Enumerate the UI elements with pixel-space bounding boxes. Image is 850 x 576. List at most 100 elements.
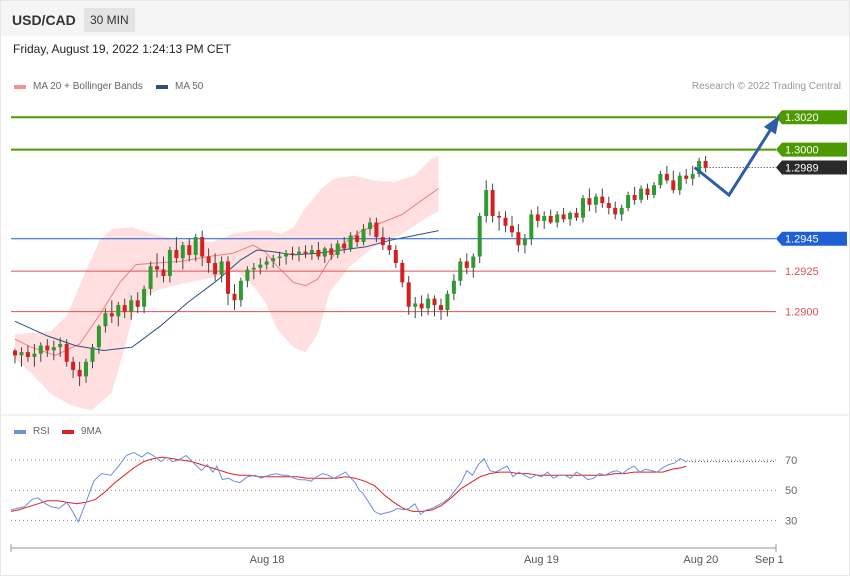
candle-body	[90, 347, 95, 362]
level-label-1.3020: 1.3020	[785, 112, 819, 124]
candle-body	[316, 250, 321, 257]
candle-body	[58, 344, 63, 348]
candle-body	[587, 198, 592, 205]
candle	[322, 246, 327, 263]
chart-header: USD/CAD 30 MIN	[1, 1, 849, 36]
credit-text: Research © 2022 Trading Central	[691, 81, 841, 92]
candle-body	[251, 267, 256, 270]
candle	[277, 251, 282, 267]
candle-body	[503, 217, 508, 226]
candle	[71, 356, 76, 378]
candle	[58, 337, 63, 357]
candle	[167, 246, 172, 283]
candle-body	[471, 256, 476, 268]
candle-body	[342, 243, 347, 249]
candle	[445, 290, 450, 317]
candle-body	[664, 173, 669, 181]
candle-body	[555, 214, 560, 223]
candle-body	[548, 216, 553, 223]
candle-body	[142, 288, 147, 307]
candle-body	[38, 345, 43, 354]
candle-body	[135, 300, 140, 307]
candle-body	[155, 266, 159, 270]
candle	[535, 206, 540, 228]
candle	[226, 256, 230, 306]
candle	[426, 293, 431, 315]
timestamp: Friday, August 19, 2022 1:24:13 PM CET	[13, 42, 231, 56]
candle-body	[658, 173, 663, 186]
candle	[271, 254, 276, 268]
candle-body	[329, 248, 334, 255]
candle	[109, 300, 114, 323]
candle-body	[219, 261, 224, 275]
candle	[568, 211, 573, 226]
candle	[355, 230, 360, 247]
candle-body	[432, 298, 437, 306]
candle-body	[690, 173, 695, 179]
x-axis: Aug 18 Aug 19 Aug 20 Sep 1	[10, 544, 784, 566]
candle	[84, 358, 88, 383]
candle	[38, 342, 43, 362]
candle-body	[180, 245, 185, 259]
candle	[96, 324, 101, 354]
candle-body	[490, 190, 495, 216]
candle-body	[161, 269, 166, 276]
candle	[458, 258, 463, 286]
legend-swatch-rsi-ma	[62, 429, 74, 434]
candle-body	[290, 253, 295, 255]
candle-body	[380, 237, 385, 246]
legend-label-rsi-ma: 9MA	[81, 426, 102, 437]
candle	[664, 165, 669, 184]
candle-body	[645, 188, 650, 195]
candle	[451, 274, 456, 301]
candle-body	[193, 237, 198, 255]
candle-body	[103, 313, 108, 327]
candle	[387, 237, 392, 255]
candle	[652, 182, 656, 199]
candle	[135, 292, 140, 314]
x-tick-aug-20: Aug 20	[683, 554, 718, 566]
candle	[142, 285, 147, 314]
candle	[180, 242, 185, 270]
candle	[303, 245, 308, 259]
candle-body	[522, 238, 527, 246]
candle-body	[264, 261, 269, 265]
candle-body	[626, 195, 631, 208]
candle	[316, 242, 321, 260]
instrument-title: USD/CAD	[12, 12, 76, 28]
candle	[19, 347, 24, 367]
candle	[25, 345, 30, 362]
candle	[116, 301, 121, 327]
candle	[503, 211, 508, 233]
candle-body	[516, 232, 521, 246]
candle	[703, 156, 708, 173]
candle	[258, 258, 263, 275]
candle	[193, 233, 198, 262]
candle	[600, 188, 605, 208]
candle-body	[348, 235, 353, 249]
candle-body	[568, 212, 573, 220]
candle	[677, 172, 682, 195]
legend-label-ma20: MA 20 + Bollinger Bands	[33, 81, 143, 92]
candle-body	[213, 263, 218, 275]
rsi-ma-line	[10, 456, 687, 512]
candle-body	[238, 280, 243, 301]
price-levels: 1.3020 1.3000 1.2945 1.2925 1.2900 1.2989	[11, 110, 847, 319]
candle-body	[393, 250, 398, 263]
timeframe-badge[interactable]: 30 MIN	[84, 8, 135, 32]
candle-body	[445, 293, 450, 310]
candle-body	[387, 245, 392, 251]
bollinger-band-fill	[15, 156, 439, 411]
last-price-tag	[776, 160, 847, 175]
forecast-arrow	[693, 115, 780, 198]
candle-body	[84, 361, 88, 377]
legend-swatch-ma20	[14, 84, 26, 89]
candle	[581, 195, 585, 223]
last-price-label: 1.2989	[785, 163, 819, 175]
candle-body	[71, 361, 76, 370]
rsi-tick-30: 30	[785, 515, 797, 527]
candles	[13, 156, 708, 387]
candle-body	[232, 293, 237, 301]
candle	[335, 240, 340, 259]
